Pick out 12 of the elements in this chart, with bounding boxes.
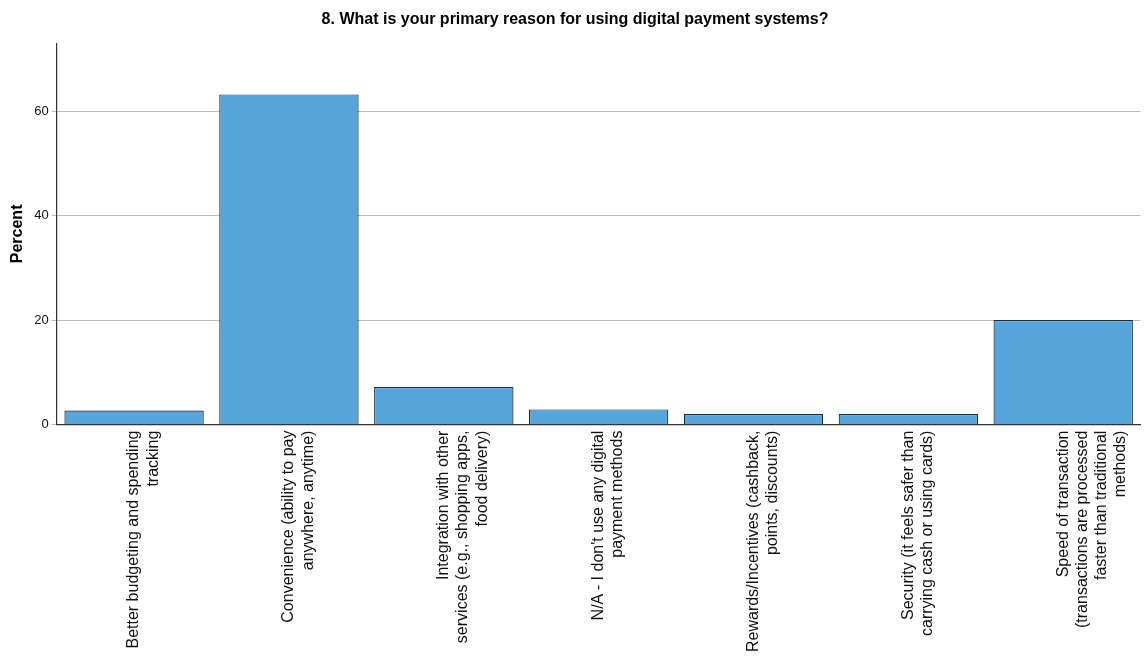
y-tick-label: 60 bbox=[34, 102, 49, 118]
chart-title: 8. What is your primary reason for using digital payment systems? bbox=[321, 10, 829, 28]
y-tick-label: 40 bbox=[34, 207, 49, 223]
x-tick-label: Convenience (ability to pay anywhere, anytime) bbox=[279, 430, 316, 623]
y-tick-label: 0 bbox=[41, 416, 49, 432]
x-tick-label: Rewards/Incentives (cashback, points, discounts) bbox=[743, 430, 781, 653]
x-tick-label: Speed of transaction (transactions are processed faster than traditional methods) bbox=[1053, 430, 1129, 629]
x-tick-label: Integration with other services (e.g., shopping apps, food delivery) bbox=[434, 429, 490, 644]
y-tick-label: 20 bbox=[34, 311, 49, 327]
x-tick-label: Better budgeting and spending tracking bbox=[124, 430, 161, 649]
y-axis-title: Percent bbox=[8, 203, 26, 264]
x-tick-label: Security (it feels safer than carrying cash or using cards) bbox=[898, 430, 935, 636]
